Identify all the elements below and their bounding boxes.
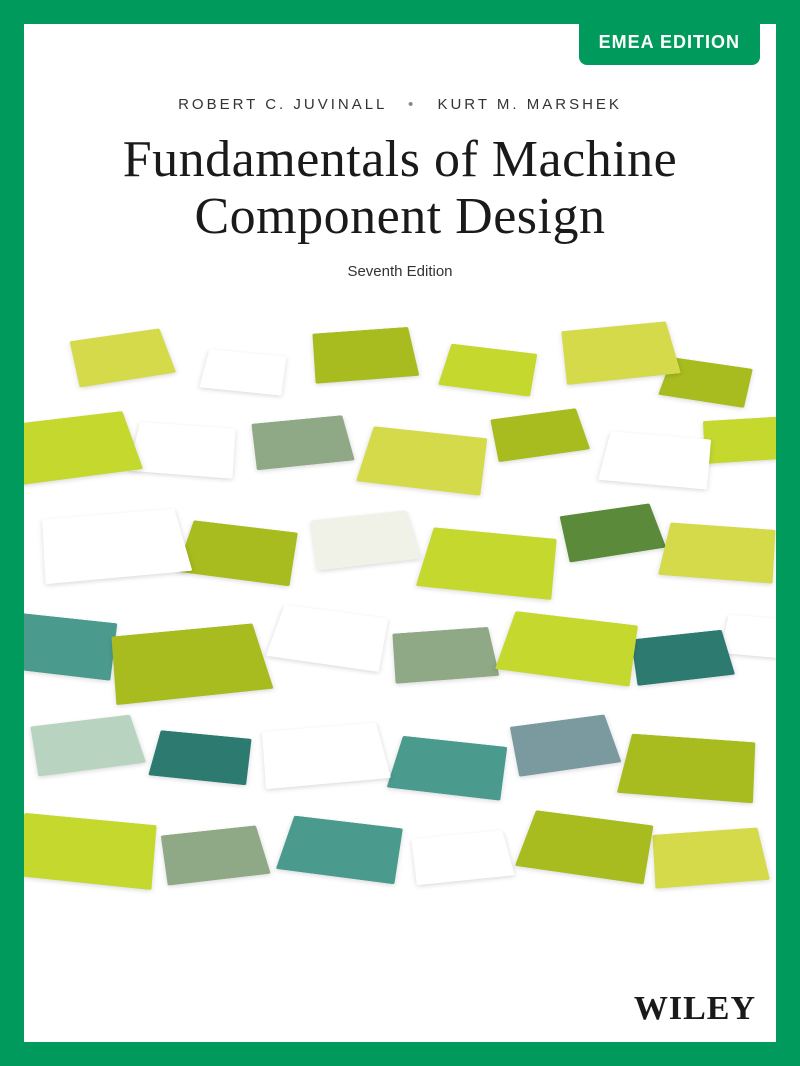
artwork-tile	[416, 527, 557, 600]
artwork-tile	[70, 328, 177, 387]
artwork-tile	[631, 630, 735, 686]
artwork-tile	[515, 810, 654, 884]
title-line2: Component Design	[195, 188, 606, 245]
artwork-tile	[199, 349, 286, 395]
artwork-tile	[262, 723, 391, 790]
artwork-tile	[510, 714, 622, 776]
edition-badge: EMEA EDITION	[579, 24, 760, 65]
artwork-tile	[560, 503, 667, 562]
artwork-tile	[148, 730, 251, 785]
artwork-tile	[598, 431, 711, 489]
author-second: KURT M. MARSHEK	[437, 96, 621, 113]
authors-line: ROBERT C. JUVINALL • KURT M. MARSHEK	[24, 96, 776, 113]
artwork-tile	[161, 825, 271, 885]
artwork-tile	[495, 611, 638, 686]
artwork-tile	[24, 611, 117, 680]
badge-label: EMEA EDITION	[599, 32, 740, 52]
artwork-tile	[561, 321, 681, 385]
artwork-tile	[387, 736, 508, 801]
artwork-tile	[266, 605, 388, 672]
artwork-tile	[703, 416, 776, 464]
artwork-tile	[251, 415, 354, 470]
artwork-tile	[658, 523, 775, 584]
cover-artwork	[24, 314, 776, 962]
artwork-tile	[392, 627, 499, 684]
book-cover: EMEA EDITION ROBERT C. JUVINALL • KURT M…	[0, 0, 800, 1066]
artwork-tile	[311, 510, 421, 570]
artwork-tile	[30, 715, 146, 777]
artwork-tile	[176, 520, 297, 586]
author-separator: •	[408, 96, 416, 113]
artwork-tile	[617, 734, 755, 804]
artwork-tile	[356, 426, 487, 495]
artwork-tile	[312, 327, 419, 384]
title-line1: Fundamentals of Machine	[123, 131, 677, 188]
artwork-tile	[411, 830, 514, 885]
artwork-tile	[652, 828, 769, 889]
author-first: ROBERT C. JUVINALL	[178, 96, 387, 113]
publisher-logo: WILEY	[634, 990, 756, 1028]
edition-label: Seventh Edition	[24, 263, 776, 280]
artwork-tile	[129, 422, 236, 479]
artwork-tile	[24, 813, 157, 890]
artwork-tile	[42, 509, 192, 585]
book-title: Fundamentals of Machine Component Design	[24, 131, 776, 245]
artwork-tile	[276, 816, 403, 885]
artwork-tile	[24, 411, 143, 486]
artwork-tile	[490, 408, 590, 462]
artwork-tile	[111, 623, 273, 705]
artwork-tile	[438, 344, 537, 397]
